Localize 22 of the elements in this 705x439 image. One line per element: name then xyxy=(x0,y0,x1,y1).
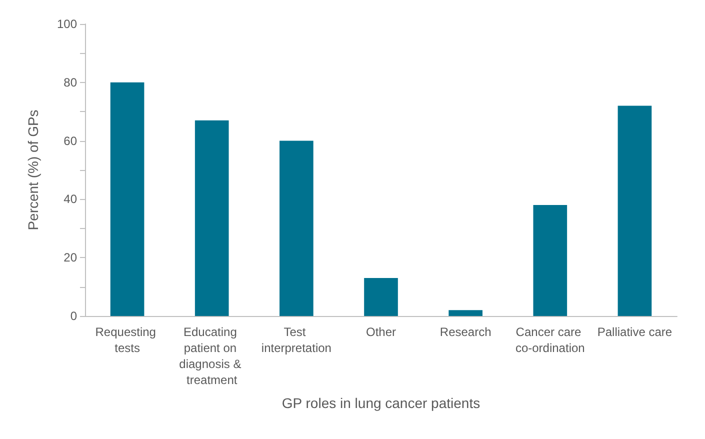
x-tick-label: Educating patient on diagnosis & treatment xyxy=(179,325,245,387)
y-axis-title: Percent (%) of GPs xyxy=(25,110,41,230)
y-tick-label: 40 xyxy=(64,192,78,206)
y-tick-label: 0 xyxy=(70,309,78,323)
bar xyxy=(194,120,229,316)
x-tick-label: Other xyxy=(366,325,396,339)
x-tick-label: Cancer care co-ordination xyxy=(515,325,585,355)
bar xyxy=(448,310,482,316)
y-tick-label: 100 xyxy=(56,17,78,31)
x-tick-label: Palliative care xyxy=(597,325,672,339)
bar xyxy=(364,278,398,316)
y-tick-label: 60 xyxy=(64,134,78,148)
bar xyxy=(533,205,568,316)
x-tick-label: Test interpretation xyxy=(261,325,332,355)
bar xyxy=(618,106,652,316)
y-tick-label: 20 xyxy=(64,250,78,265)
bar xyxy=(110,82,144,316)
x-axis-title: GP roles in lung cancer patients xyxy=(282,395,480,411)
bar xyxy=(280,140,314,316)
x-tick-label: Requesting tests xyxy=(95,325,160,355)
y-tick-label: 80 xyxy=(64,75,78,90)
x-tick-label: Research xyxy=(440,325,492,339)
